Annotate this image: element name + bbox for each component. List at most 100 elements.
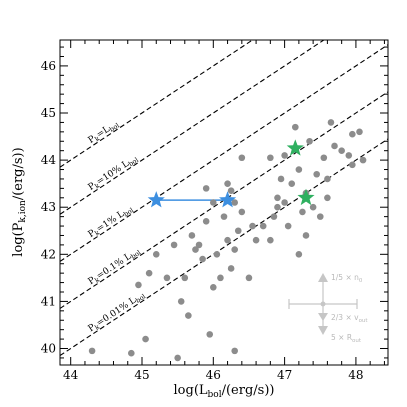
data-point [320, 154, 328, 162]
data-point [302, 232, 310, 239]
star-blue-marker [147, 191, 165, 208]
data-point [281, 199, 288, 206]
data-points [88, 119, 367, 362]
key-label-sub: 0 [359, 278, 363, 284]
x-axis-label-main: log(L [174, 383, 208, 398]
data-point [356, 128, 363, 136]
data-point [327, 119, 335, 126]
reference-line-2 [60, 44, 388, 262]
ref-label-sub: k [93, 229, 101, 238]
arrow-down-icon [318, 326, 328, 335]
y-axis-label-rest: /(erg/s)) [11, 147, 26, 200]
x-axis-label-rest: /(erg/s)) [222, 383, 275, 398]
ref-label-sub: k [93, 276, 101, 285]
ref-label-main: P [87, 323, 98, 335]
x-tick-label: 47 [277, 368, 292, 382]
star-green-marker [297, 188, 315, 206]
data-point [284, 222, 292, 230]
y-tick-label: 45 [41, 106, 56, 120]
data-point [295, 166, 303, 173]
y-tick-label: 44 [41, 153, 57, 167]
key-label: 5 × Rout [331, 333, 362, 344]
axis-ticks [60, 40, 388, 365]
ref-label-main: P [87, 181, 98, 193]
data-point [259, 222, 267, 230]
reference-line-1 [60, 40, 325, 215]
data-point [145, 269, 153, 277]
arrow-up-icon [318, 273, 328, 282]
data-point [309, 203, 317, 211]
data-point [202, 218, 210, 225]
data-point [349, 161, 356, 169]
ref-label-main: P [87, 275, 98, 287]
data-point [331, 142, 338, 150]
ref-label-main: P [87, 134, 98, 146]
data-point [227, 187, 235, 195]
ref-label-sub: k [93, 182, 101, 191]
data-point [245, 274, 253, 282]
data-point [170, 241, 178, 249]
data-point [267, 236, 274, 244]
arrow-down-icon [318, 313, 328, 321]
data-point [199, 255, 206, 263]
data-point [88, 347, 96, 355]
data-point [185, 312, 192, 319]
x-tick-label: 45 [134, 368, 149, 382]
x-tick-label: 44 [63, 368, 79, 382]
data-point [181, 274, 189, 282]
tick-labels: 44 45 46 47 48 40 41 42 43 44 45 46 [41, 59, 364, 382]
data-point [295, 251, 303, 258]
data-point [274, 194, 281, 202]
data-point [128, 349, 135, 357]
key-label: 2/3 × vout [331, 313, 368, 324]
reference-line-0 [60, 40, 254, 168]
data-point [152, 251, 160, 258]
data-point [299, 208, 306, 216]
data-point [359, 156, 367, 164]
data-point [338, 147, 345, 154]
x-tick-label: 46 [206, 368, 221, 382]
data-point [188, 232, 196, 239]
x-axis-label-sub: bol [208, 390, 222, 400]
data-point [249, 222, 256, 230]
y-tick-label: 40 [41, 342, 56, 356]
key-label-sub: out [352, 338, 362, 344]
data-point [238, 208, 246, 216]
data-point [231, 246, 238, 253]
data-point [206, 331, 214, 338]
data-point [231, 199, 238, 206]
data-point [210, 199, 217, 206]
data-point [192, 246, 199, 253]
x-axis-label: log(Lbol/(erg/s)) [174, 383, 275, 400]
data-point [270, 213, 278, 220]
data-point [177, 298, 185, 305]
data-point [213, 251, 221, 258]
data-point [210, 283, 217, 291]
key-label: 1/5 × n0 [331, 273, 363, 284]
star-blue-marker [219, 191, 237, 208]
data-point [174, 354, 181, 362]
data-point [306, 137, 313, 145]
ref-label-sub: k [93, 323, 101, 332]
ref-label-sub: k [93, 134, 101, 143]
data-point [238, 154, 246, 162]
key-label-main: 1/5 × n [331, 273, 359, 282]
x-tick-label: 48 [348, 368, 363, 382]
data-point [195, 241, 203, 249]
data-point [345, 152, 353, 159]
data-point [292, 123, 299, 131]
data-point [277, 175, 285, 183]
y-tick-label: 42 [41, 247, 56, 261]
y-tick-label: 43 [41, 200, 56, 214]
data-point [217, 274, 224, 282]
key-label-sub: out [359, 318, 369, 324]
y-tick-label: 46 [41, 59, 56, 73]
data-point [281, 152, 288, 159]
reference-line-4 [60, 138, 388, 357]
data-point [324, 194, 331, 202]
data-point [224, 236, 231, 244]
ref-label-main: P [87, 228, 98, 240]
data-point [135, 281, 142, 289]
data-point [231, 347, 238, 355]
